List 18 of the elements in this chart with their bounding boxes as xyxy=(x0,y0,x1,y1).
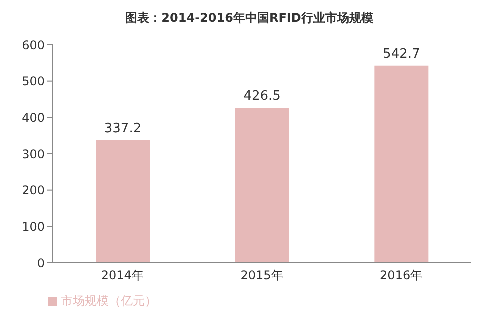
y-tick-label: 0 xyxy=(37,256,45,270)
y-tick-label: 200 xyxy=(22,184,45,198)
y-tick-label: 400 xyxy=(22,110,45,125)
data-label: 337.2 xyxy=(104,121,142,136)
bar xyxy=(235,108,290,263)
chart-title: 图表：2014-2016年中国RFID行业市场规模 xyxy=(124,10,374,27)
legend-label: 市场规模（亿元） xyxy=(61,294,157,308)
y-tick-label: 600 xyxy=(22,38,45,52)
y-tick-label: 500 xyxy=(22,74,45,89)
x-tick-label: 2014年 xyxy=(101,268,144,283)
y-tick-label: 100 xyxy=(22,220,45,234)
y-tick-label: 300 xyxy=(22,147,45,162)
data-label: 542.7 xyxy=(383,46,420,62)
bar xyxy=(96,140,150,263)
x-tick-label: 2015年 xyxy=(240,268,284,283)
data-label: 426.5 xyxy=(244,89,281,104)
bar xyxy=(374,66,429,263)
x-tick-label: 2016年 xyxy=(380,268,423,283)
